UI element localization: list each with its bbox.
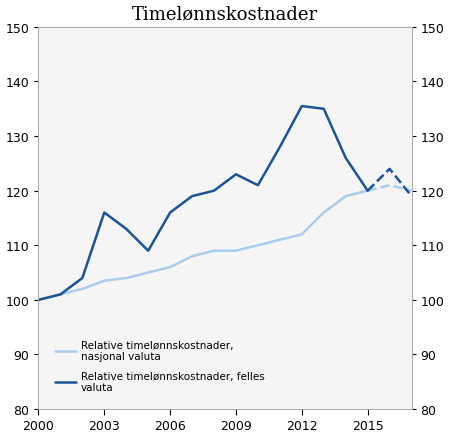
Line: Relative timelønnskostnader, felles
valuta: Relative timelønnskostnader, felles valu… [38, 107, 368, 300]
Relative timelønnskostnader, felles
valuta [299, 104, 305, 110]
Relative timelønnskostnader, felles
valuta [321, 107, 326, 112]
Relative timelønnskostnader,
nasjonal valuta [189, 254, 195, 259]
Relative timelønnskostnader, felles
valuta [145, 248, 151, 254]
Relative timelønnskostnader,
nasjonal valuta [233, 248, 238, 254]
Relative timelønnskostnader,
nasjonal valuta [321, 210, 326, 215]
Relative timelønnskostnader,
nasjonal valuta [255, 243, 261, 248]
Relative timelønnskostnader,
nasjonal valuta [102, 279, 107, 284]
Relative timelønnskostnader,
nasjonal valuta [365, 189, 370, 194]
Relative timelønnskostnader,
nasjonal valuta [36, 297, 41, 303]
Relative timelønnskostnader, felles
valuta [212, 189, 217, 194]
Relative timelønnskostnader, felles
valuta [343, 156, 348, 161]
Relative timelønnskostnader, felles
valuta [80, 276, 85, 281]
Line: Relative timelønnskostnader,
nasjonal valuta: Relative timelønnskostnader, nasjonal va… [38, 191, 368, 300]
Relative timelønnskostnader, felles
valuta [277, 145, 283, 150]
Relative timelønnskostnader,
nasjonal valuta [145, 270, 151, 276]
Relative timelønnskostnader, felles
valuta [167, 210, 173, 215]
Relative timelønnskostnader,
nasjonal valuta [80, 286, 85, 292]
Relative timelønnskostnader,
nasjonal valuta [343, 194, 348, 199]
Relative timelønnskostnader, felles
valuta [58, 292, 63, 297]
Relative timelønnskostnader, felles
valuta [102, 210, 107, 215]
Title: Timelønnskostnader: Timelønnskostnader [132, 6, 318, 24]
Relative timelønnskostnader, felles
valuta [233, 172, 238, 177]
Relative timelønnskostnader,
nasjonal valuta [277, 238, 283, 243]
Legend: Relative timelønnskostnader,
nasjonal valuta, Relative timelønnskostnader, felle: Relative timelønnskostnader, nasjonal va… [55, 340, 265, 392]
Relative timelønnskostnader,
nasjonal valuta [212, 248, 217, 254]
Relative timelønnskostnader, felles
valuta [189, 194, 195, 199]
Relative timelønnskostnader,
nasjonal valuta [124, 276, 129, 281]
Relative timelønnskostnader, felles
valuta [36, 297, 41, 303]
Relative timelønnskostnader,
nasjonal valuta [299, 232, 305, 237]
Relative timelønnskostnader, felles
valuta [365, 189, 370, 194]
Relative timelønnskostnader, felles
valuta [124, 227, 129, 232]
Relative timelønnskostnader,
nasjonal valuta [58, 292, 63, 297]
Relative timelønnskostnader,
nasjonal valuta [167, 265, 173, 270]
Relative timelønnskostnader, felles
valuta [255, 183, 261, 188]
